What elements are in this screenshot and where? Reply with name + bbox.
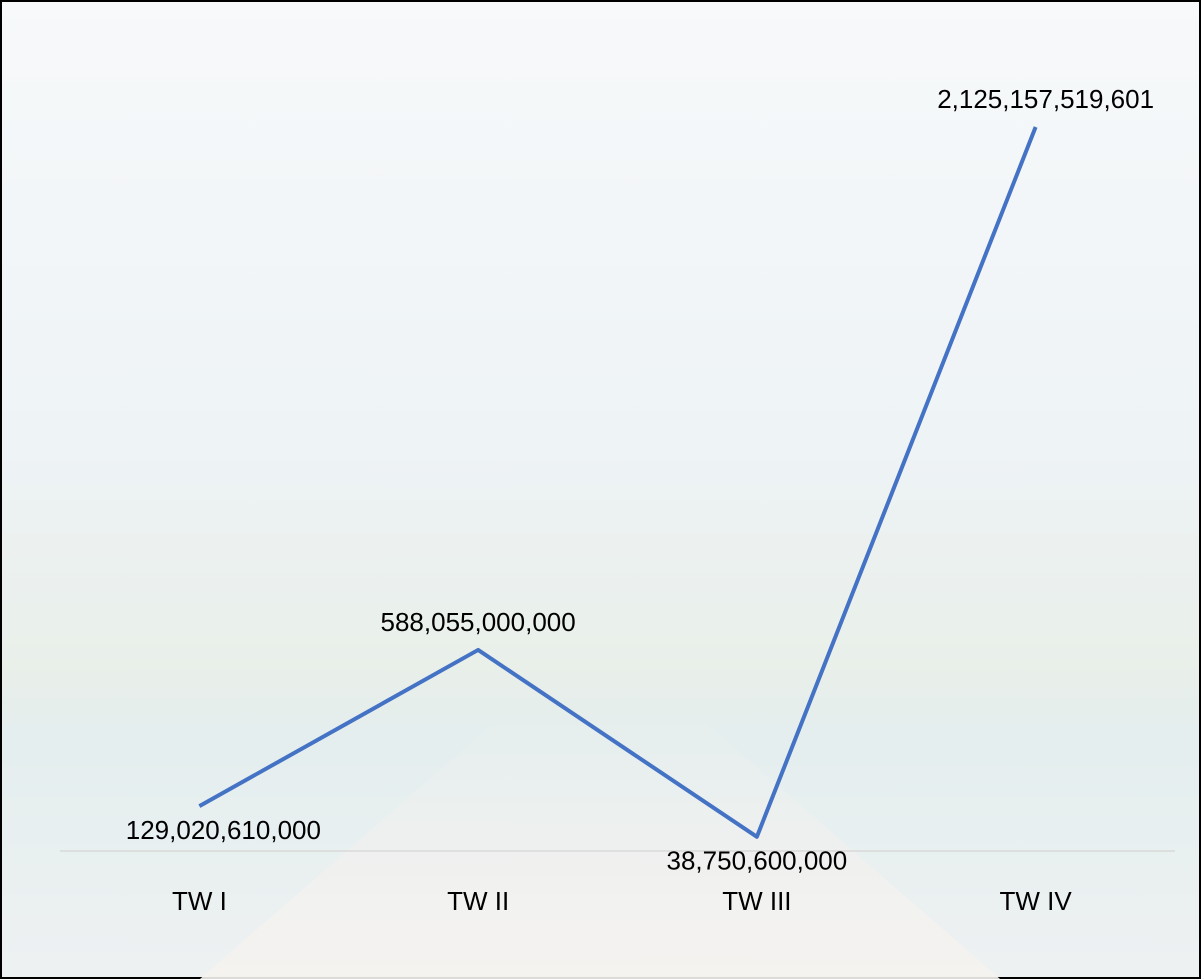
data-label: 588,055,000,000 [381,607,576,637]
x-tick-label: TW I [172,886,227,916]
page: TW I TW II TW III TW IV 129,020,610,000 588,0… [0,0,1201,979]
data-label: 2,125,157,519,601 [937,84,1154,114]
x-tick-label: TW III [722,886,791,916]
chart: TW I TW II TW III TW IV 129,020,610,000 588,0… [0,0,1201,979]
data-label: 129,020,610,000 [126,815,321,845]
x-tick-label: TW II [447,886,509,916]
x-tick-label: TW IV [1000,886,1073,916]
data-label: 38,750,600,000 [667,846,848,876]
